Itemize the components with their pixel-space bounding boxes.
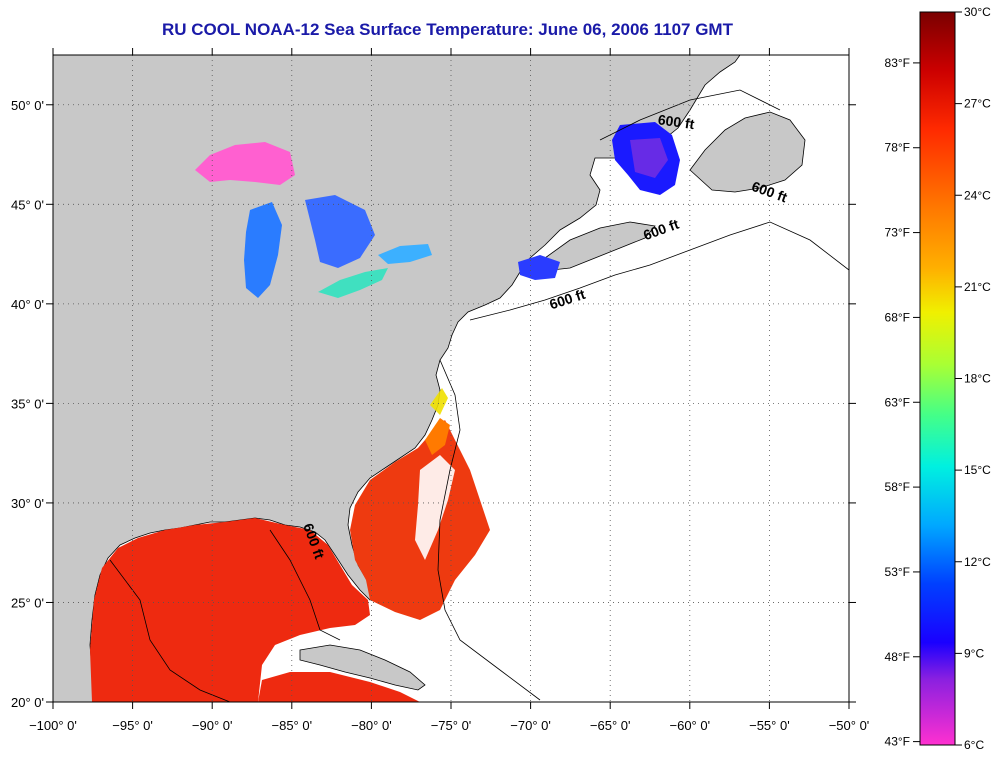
colorbar-celsius-label: 18°C bbox=[964, 372, 991, 386]
land-cuba bbox=[299, 644, 426, 691]
x-tick-label: −95° 0' bbox=[112, 718, 153, 733]
colorbar-celsius-label: 9°C bbox=[964, 646, 984, 660]
colorbar-fahrenheit-label: 58°F bbox=[885, 480, 910, 494]
x-tick-label: −50° 0' bbox=[829, 718, 870, 733]
colorbar-fahrenheit-label: 68°F bbox=[885, 310, 910, 324]
sst-white-clouds bbox=[415, 455, 455, 560]
colorbar-gradient bbox=[919, 11, 956, 746]
colorbar-fahrenheit-label: 53°F bbox=[885, 565, 910, 579]
sst-caribbean bbox=[258, 672, 420, 702]
colorbar-celsius-label: 6°C bbox=[964, 738, 984, 752]
colorbar-celsius-label: 27°C bbox=[964, 97, 991, 111]
sst-lake-erie bbox=[318, 268, 388, 298]
sst-gulf-of-mexico bbox=[90, 518, 370, 702]
colorbar-celsius-label: 21°C bbox=[964, 280, 991, 294]
land-newfoundland bbox=[689, 111, 806, 193]
colorbar: 30°C 27°C 24°C 21°C 18°C 15°C 12°C 9°C 6°C 83°F 78… bbox=[885, 5, 992, 752]
sst-lake-superior bbox=[195, 142, 295, 185]
colorbar-fahrenheit-label: 73°F bbox=[885, 226, 910, 240]
x-axis: −100° 0' −95° 0' −90° 0' −85° 0' −80° 0' −75°… bbox=[29, 48, 869, 733]
x-tick-label: −60° 0' bbox=[670, 718, 711, 733]
colorbar-celsius-label: 15°C bbox=[964, 463, 991, 477]
y-tick-label: 45° 0' bbox=[11, 197, 44, 212]
x-tick-label: −90° 0' bbox=[192, 718, 233, 733]
x-tick-label: −70° 0' bbox=[510, 718, 551, 733]
land-north-america bbox=[53, 55, 741, 702]
x-tick-label: −55° 0' bbox=[749, 718, 790, 733]
sst-lake-huron bbox=[305, 195, 375, 268]
colorbar-celsius-label: 12°C bbox=[964, 555, 991, 569]
sst-lake-michigan bbox=[244, 202, 282, 298]
x-tick-label: −80° 0' bbox=[351, 718, 392, 733]
y-tick-label: 25° 0' bbox=[11, 595, 44, 610]
y-axis: 20° 0' 25° 0' 30° 0' 35° 0' 40° 0' 45° 0' 50° … bbox=[11, 98, 856, 710]
colorbar-fahrenheit-label: 83°F bbox=[885, 56, 910, 70]
colorbar-fahrenheit-label: 43°F bbox=[885, 735, 910, 749]
sst-gulf-st-lawrence-purple bbox=[630, 138, 668, 178]
colorbar-fahrenheit-label: 78°F bbox=[885, 141, 910, 155]
colorbar-celsius-label: 24°C bbox=[964, 188, 991, 202]
sst-gulf-of-maine bbox=[518, 255, 560, 280]
colorbar-fahrenheit-label: 48°F bbox=[885, 650, 910, 664]
sst-mid-atlantic bbox=[430, 388, 448, 415]
x-tick-label: −65° 0' bbox=[590, 718, 631, 733]
sst-lake-ontario bbox=[378, 244, 432, 264]
x-tick-label: −85° 0' bbox=[272, 718, 313, 733]
y-tick-label: 30° 0' bbox=[11, 496, 44, 511]
y-tick-label: 50° 0' bbox=[11, 98, 44, 113]
land-nova-scotia bbox=[544, 221, 656, 271]
y-tick-label: 20° 0' bbox=[11, 695, 44, 710]
sst-carolina-warm bbox=[425, 418, 450, 455]
colorbar-celsius-label: 30°C bbox=[964, 5, 991, 19]
y-tick-label: 40° 0' bbox=[11, 297, 44, 312]
colorbar-labels: 30°C 27°C 24°C 21°C 18°C 15°C 12°C 9°C 6°C 83°F 78… bbox=[885, 5, 992, 752]
map-title: RU COOL NOAA-12 Sea Surface Temperature:… bbox=[162, 20, 733, 39]
contour-label: 600 ft bbox=[657, 111, 696, 132]
x-tick-label: −75° 0' bbox=[431, 718, 472, 733]
colorbar-fahrenheit-label: 63°F bbox=[885, 395, 910, 409]
x-tick-label: −100° 0' bbox=[29, 718, 77, 733]
y-tick-label: 35° 0' bbox=[11, 396, 44, 411]
